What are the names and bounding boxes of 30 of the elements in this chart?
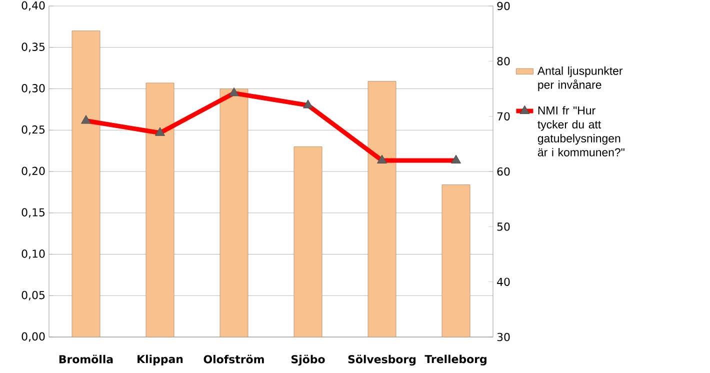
y-tick-label: 0,05 [22, 290, 45, 300]
y-tick-label: 0,30 [22, 84, 45, 94]
y2-tick-label: 30 [497, 332, 510, 342]
x-tick-label: Olofström [204, 354, 264, 364]
bar [146, 82, 174, 337]
y-tick-label: 0,15 [22, 208, 45, 218]
legend-label: NMI fr "Hur tycker du att gatubelysningen är i kommunen?" [538, 106, 624, 156]
y2-tick-label: 70 [497, 112, 510, 120]
bar [294, 146, 322, 337]
x-tick-label: Sjöbo [292, 354, 325, 366]
y2-tick-label: 90 [497, 2, 510, 10]
bar [72, 30, 100, 337]
y-tick-label: 0,00 [22, 332, 45, 342]
legend-label: Antal ljuspunkter per invånare [537, 66, 623, 92]
bar [220, 88, 248, 337]
bar [368, 81, 396, 337]
y2-tick-label: 80 [497, 57, 510, 66]
y2-tick-label: 40 [497, 278, 510, 286]
y-tick-label: 0,10 [22, 250, 45, 259]
y2-tick-label: 60 [497, 167, 510, 176]
y-tick-label: 0,20 [22, 166, 45, 176]
x-tick-label: Bromölla [59, 354, 113, 364]
bar [442, 184, 470, 337]
x-tick-label: Sölvesborg [348, 354, 416, 366]
x-tick-label: Klippan [138, 354, 183, 366]
y-tick-label: 0,40 [22, 1, 45, 11]
y-tick-label: 0,25 [22, 125, 45, 135]
x-tick-label: Trelleborg [424, 354, 486, 366]
y2-tick-label: 50 [497, 222, 510, 231]
y-tick-label: 0,35 [22, 42, 45, 52]
